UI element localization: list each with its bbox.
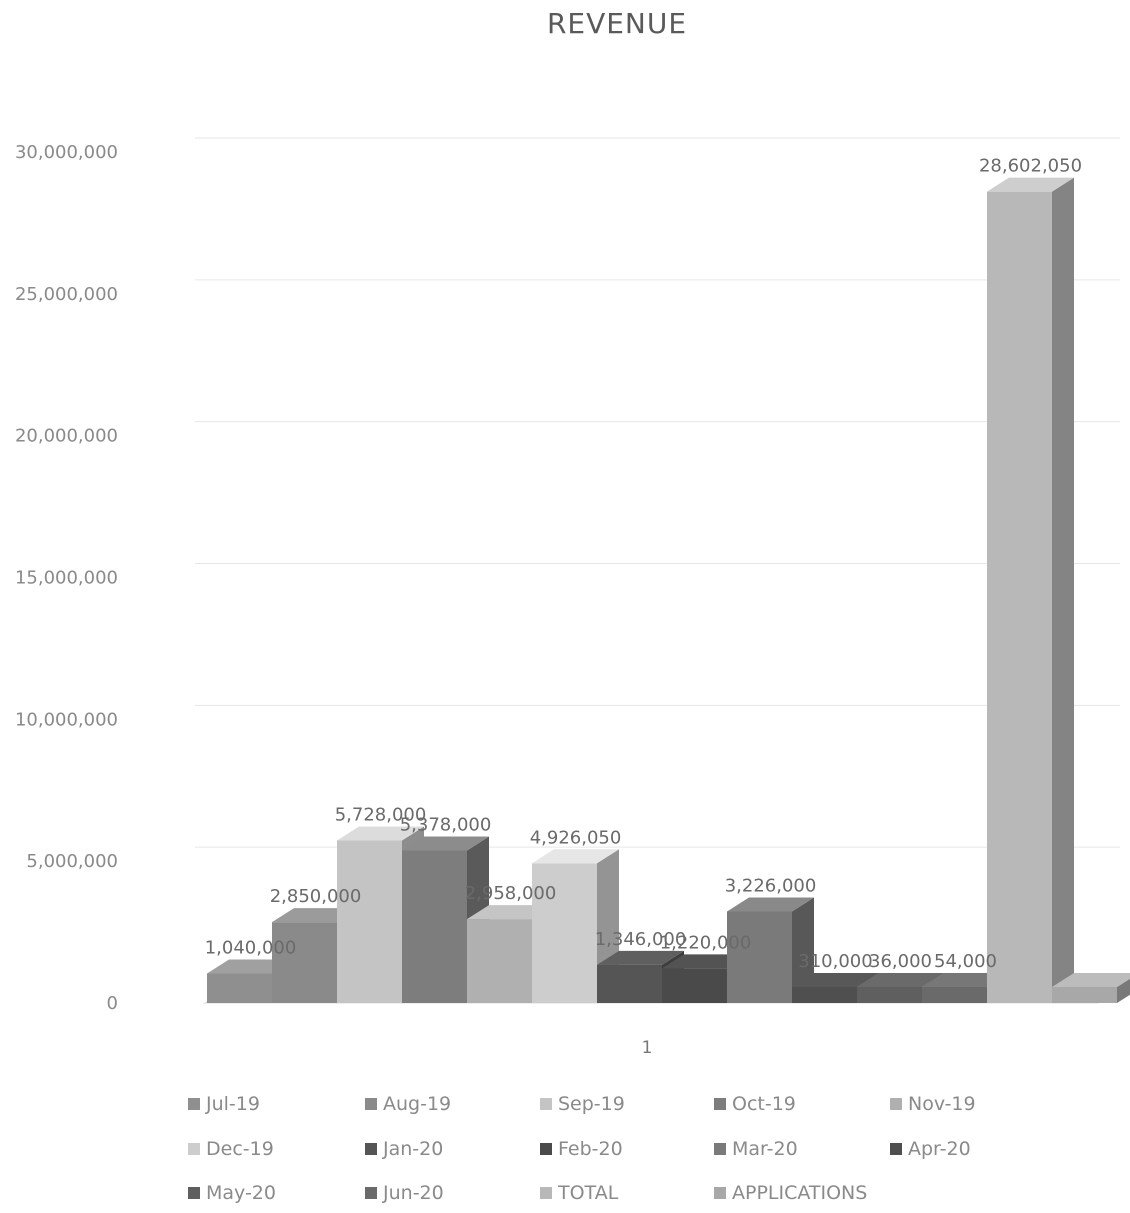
bar-total bbox=[987, 177, 1074, 1004]
data-label-may-20: 36,000 bbox=[869, 951, 932, 972]
data-label-nov-19: 2,958,000 bbox=[465, 883, 557, 904]
legend-item-nov-19: Nov-19 bbox=[890, 1093, 976, 1115]
legend-label: Jun-20 bbox=[382, 1182, 444, 1204]
data-label-oct-19: 5,378,000 bbox=[400, 814, 492, 835]
legend-swatch bbox=[188, 1187, 200, 1199]
y-tick-label: 10,000,000 bbox=[15, 709, 118, 730]
legend-item-feb-20: Feb-20 bbox=[540, 1138, 623, 1160]
legend-item-may-20: May-20 bbox=[188, 1182, 276, 1204]
data-label-jun-20: 54,000 bbox=[934, 951, 997, 972]
legend-label: May-20 bbox=[206, 1182, 276, 1204]
legend-swatch bbox=[714, 1187, 726, 1199]
legend-swatch bbox=[365, 1143, 377, 1155]
legend-item-sep-19: Sep-19 bbox=[540, 1093, 625, 1115]
legend-label: Aug-19 bbox=[383, 1093, 451, 1115]
legend-item-aug-19: Aug-19 bbox=[365, 1093, 451, 1115]
legend-label: Oct-19 bbox=[732, 1093, 796, 1115]
bar-mar-20 bbox=[727, 897, 814, 1003]
legend-label: Sep-19 bbox=[558, 1093, 625, 1115]
legend-label: Dec-19 bbox=[206, 1138, 274, 1160]
data-label-total: 28,602,050 bbox=[979, 156, 1082, 177]
y-tick-label: 0 bbox=[107, 993, 118, 1014]
legend-swatch bbox=[714, 1098, 726, 1110]
legend-item-jan-20: Jan-20 bbox=[365, 1138, 443, 1160]
legend-label: TOTAL bbox=[557, 1182, 619, 1204]
legend-label: Nov-19 bbox=[908, 1093, 976, 1115]
y-axis-ticks: 0 5,000,000 10,000,000 15,000,000 20,000,000… bbox=[15, 142, 118, 1014]
legend-label: Jan-20 bbox=[382, 1138, 443, 1160]
legend-item-mar-20: Mar-20 bbox=[714, 1138, 798, 1160]
data-label-jul-19: 1,040,000 bbox=[205, 937, 297, 958]
legend-swatch bbox=[365, 1187, 377, 1199]
bars bbox=[207, 177, 1130, 1004]
data-label-aug-19: 2,850,000 bbox=[270, 886, 362, 907]
chart-title: REVENUE bbox=[547, 7, 687, 40]
data-label-jan-20: 1,346,000 bbox=[595, 929, 687, 950]
legend-swatch bbox=[714, 1143, 726, 1155]
bar-dec-19 bbox=[532, 849, 619, 1003]
y-tick-label: 15,000,000 bbox=[15, 568, 118, 589]
x-category-label: 1 bbox=[642, 1038, 653, 1058]
gridlines bbox=[195, 137, 1122, 1004]
legend-swatch bbox=[540, 1143, 552, 1155]
bar-applications bbox=[1052, 973, 1130, 1003]
y-tick-label: 20,000,000 bbox=[15, 426, 118, 447]
legend-swatch bbox=[890, 1143, 902, 1155]
legend-label: Mar-20 bbox=[732, 1138, 798, 1160]
legend-swatch bbox=[365, 1098, 377, 1110]
y-tick-label: 5,000,000 bbox=[26, 851, 118, 872]
legend-item-dec-19: Dec-19 bbox=[188, 1138, 274, 1160]
legend-swatch bbox=[890, 1098, 902, 1110]
legend-item-applications: APPLICATIONS bbox=[714, 1182, 867, 1204]
legend-item-total: TOTAL bbox=[540, 1182, 619, 1204]
legend-swatch bbox=[540, 1187, 552, 1199]
legend-swatch bbox=[540, 1098, 552, 1110]
legend-label: Feb-20 bbox=[558, 1138, 623, 1160]
legend-label: APPLICATIONS bbox=[732, 1182, 867, 1204]
data-label-apr-20: 310,000 bbox=[798, 951, 872, 972]
legend-swatch bbox=[188, 1143, 200, 1155]
data-label-feb-20: 1,220,000 bbox=[660, 932, 752, 953]
data-label-dec-19: 4,926,050 bbox=[530, 827, 622, 848]
y-tick-label: 30,000,000 bbox=[15, 142, 118, 163]
legend-item-jul-19: Jul-19 bbox=[188, 1093, 260, 1115]
data-label-sep-19: 5,728,000 bbox=[335, 805, 427, 826]
y-tick-label: 25,000,000 bbox=[15, 284, 118, 305]
legend-item-jun-20: Jun-20 bbox=[365, 1182, 444, 1204]
legend-item-apr-20: Apr-20 bbox=[890, 1138, 971, 1160]
legend-label: Jul-19 bbox=[205, 1093, 260, 1115]
legend-swatch bbox=[188, 1098, 200, 1110]
data-label-mar-20: 3,226,000 bbox=[725, 875, 817, 896]
legend: Jul-19 Aug-19 Sep-19 Oct-19 Nov-19 Dec-19 Jan-… bbox=[188, 1093, 976, 1204]
legend-label: Apr-20 bbox=[908, 1138, 971, 1160]
legend-item-oct-19: Oct-19 bbox=[714, 1093, 796, 1115]
